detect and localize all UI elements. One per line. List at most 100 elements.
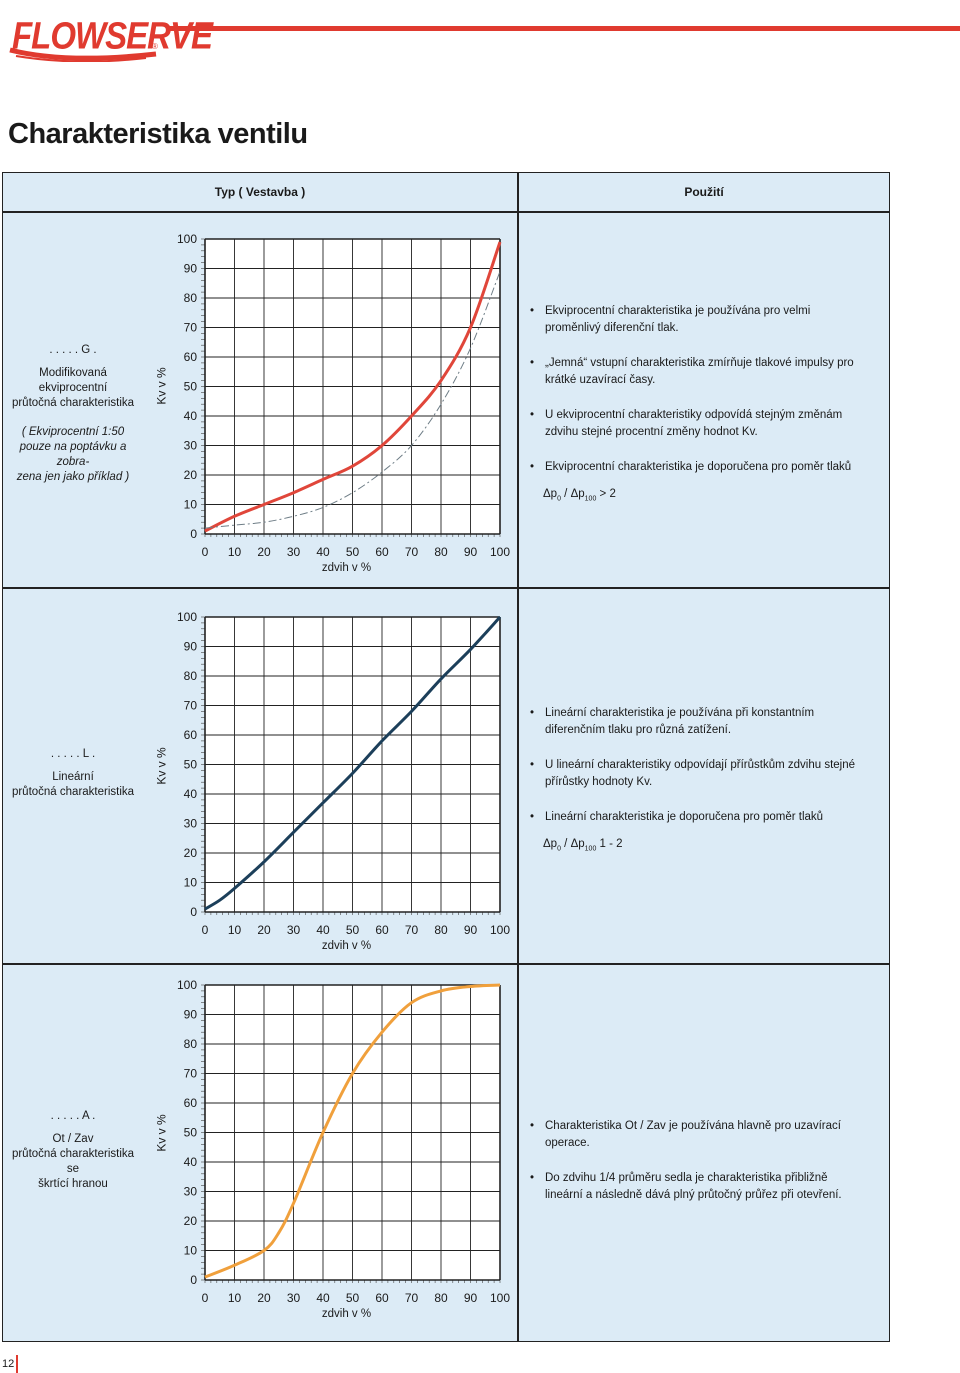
x-tick-label: 30	[287, 545, 301, 559]
y-tick-label: 10	[184, 498, 198, 512]
x-tick-label: 90	[464, 923, 478, 937]
y-tick-label: 30	[184, 817, 198, 831]
bullet-icon: •	[530, 461, 535, 473]
y-tick-label: 60	[184, 350, 198, 364]
y-tick-label: 10	[184, 876, 198, 890]
description-item: • U lineární charakteristiky odpovídají p…	[530, 759, 856, 788]
x-tick-label: 50	[346, 1291, 360, 1305]
bullet-icon: •	[530, 1172, 535, 1184]
flowserve-logo: FLOWSERVE ®	[6, 6, 213, 62]
series-line	[204, 983, 501, 1279]
x-tick-label: 70	[405, 923, 419, 937]
bullet-icon: •	[530, 811, 535, 823]
type-name: průtočná charakteristika	[11, 397, 135, 409]
row-divider	[3, 963, 889, 965]
pressure-ratio: Δp0 / Δp100 > 2	[543, 488, 616, 503]
y-tick-label: 30	[184, 439, 198, 453]
header-divider	[3, 211, 889, 213]
series-line	[204, 241, 502, 533]
row-label-a: . . . . . A . Ot / Zav průtočná charakte…	[7, 1109, 139, 1192]
y-tick-label: 40	[184, 787, 198, 801]
type-code: . . . . . A .	[50, 1110, 96, 1122]
type-name: se	[66, 1163, 80, 1175]
x-tick-label: 60	[375, 923, 389, 937]
y-tick-label: 40	[184, 1155, 198, 1169]
description-item: • Ekviprocentní charakteristika je použív…	[530, 305, 811, 334]
bullet-icon: •	[530, 1120, 535, 1132]
type-note: pouze na poptávku a zobra-	[19, 441, 127, 468]
column-header-use: Použití	[684, 185, 724, 199]
x-tick-label: 90	[464, 545, 478, 559]
x-tick-label: 80	[434, 923, 448, 937]
x-tick-label: 100	[490, 545, 510, 559]
x-tick-label: 10	[228, 923, 242, 937]
chart-linear: 00 10 10 20 20 30 30 40 40 50 50 60 60 70 70 80 80 90 90 10…	[177, 610, 510, 952]
characteristics-table: Typ ( Vestavba ) Použití . . . . . G . M…	[2, 172, 890, 1342]
x-axis-label: zdvih v %	[322, 940, 371, 952]
type-name: průtočná charakteristika	[11, 786, 135, 798]
brand-name: FLOWSERVE	[12, 14, 213, 57]
y-tick-label: 70	[184, 1067, 198, 1081]
x-tick-label: 40	[316, 1291, 330, 1305]
y-tick-label: 80	[184, 1037, 198, 1051]
y-tick-label: 20	[184, 846, 198, 860]
description-item: • Lineární charakteristika je používána p…	[530, 707, 815, 736]
x-tick-label: 50	[346, 545, 360, 559]
pressure-ratio: Δp0 / Δp100 1 - 2	[543, 838, 623, 853]
header-rule	[170, 26, 960, 31]
y-tick-label: 60	[184, 728, 198, 742]
description-item: • Charakteristika Ot / Zav je používána h…	[530, 1120, 841, 1149]
type-note: zena jen jako příklad )	[16, 471, 130, 483]
x-tick-label: 70	[405, 1291, 419, 1305]
bullet-icon: •	[530, 357, 535, 369]
y-tick-label: 0	[190, 527, 197, 541]
y-tick-label: 90	[184, 640, 198, 654]
series-line	[204, 615, 502, 911]
y-tick-label: 0	[190, 1273, 197, 1287]
description-a: • Charakteristika Ot / Zav je používána h…	[527, 1118, 867, 1222]
logo-swoosh-icon	[9, 47, 157, 62]
description-item: • Lineární charakteristika je doporučena …	[527, 809, 867, 826]
description-item: • Do zdvihu 1/4 průměru sedla je charakte…	[530, 1172, 842, 1201]
row-label-g: . . . . . G . Modifikovaná ekviprocentní…	[7, 343, 139, 485]
type-note: ( Ekviprocentní 1:50	[21, 426, 125, 438]
y-tick-label: 0	[190, 905, 197, 919]
y-tick-label: 70	[184, 699, 198, 713]
x-tick-label: 10	[228, 545, 242, 559]
type-name: průtočná charakteristika	[11, 1148, 135, 1160]
description-g: • Ekviprocentní charakteristika je použív…	[527, 303, 867, 507]
x-tick-label: 0	[202, 545, 209, 559]
page-title: Charakteristika ventilu	[8, 118, 308, 150]
x-tick-label: 20	[257, 1291, 271, 1305]
type-name: Ot / Zav	[52, 1133, 94, 1145]
x-tick-label: 50	[346, 923, 360, 937]
y-tick-label: 60	[184, 1096, 198, 1110]
y-tick-label: 30	[184, 1185, 198, 1199]
y-tick-label: 10	[184, 1244, 198, 1258]
y-tick-label: 50	[184, 380, 198, 394]
type-name: Modifikovaná ekviprocentní	[38, 367, 108, 394]
x-tick-label: 100	[490, 1291, 510, 1305]
y-tick-label: 20	[184, 468, 198, 482]
x-tick-label: 10	[228, 1291, 242, 1305]
description-item: • Ekviprocentní charakteristika je doporu…	[527, 459, 867, 476]
x-tick-label: 0	[202, 1291, 209, 1305]
y-tick-label: 90	[184, 1008, 198, 1022]
y-tick-label: 50	[184, 758, 198, 772]
y-tick-label: 80	[184, 291, 198, 305]
page-number: 12	[2, 1358, 15, 1370]
x-tick-label: 40	[316, 923, 330, 937]
y-tick-label: 50	[184, 1126, 198, 1140]
x-tick-label: 80	[434, 545, 448, 559]
series-line	[204, 271, 501, 529]
bullet-icon: •	[530, 707, 535, 719]
description-item: • „Jemná“ vstupní charakteristika zmírňuj…	[530, 357, 854, 386]
x-tick-label: 60	[375, 545, 389, 559]
y-tick-label: 100	[177, 978, 197, 992]
column-header-type: Typ ( Vestavba )	[214, 185, 306, 199]
x-tick-label: 60	[375, 1291, 389, 1305]
x-axis-label: zdvih v %	[322, 562, 371, 574]
bullet-icon: •	[530, 759, 535, 771]
y-tick-label: 70	[184, 321, 198, 335]
x-tick-label: 100	[490, 923, 510, 937]
